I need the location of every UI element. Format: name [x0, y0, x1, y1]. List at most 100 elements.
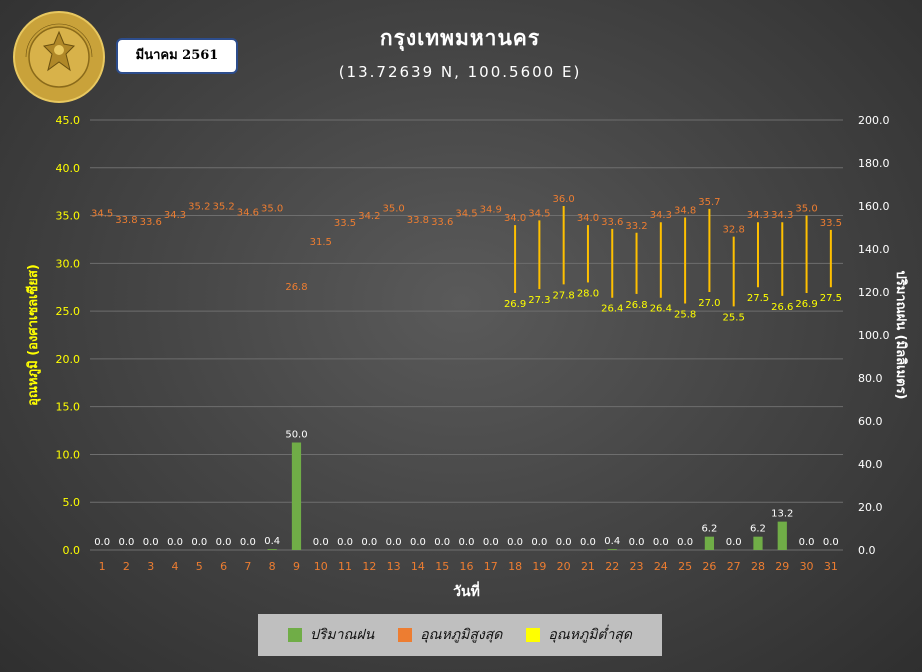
tmax-data-label: 34.3	[747, 210, 769, 221]
y2-tick-label: 200.0	[858, 114, 890, 127]
tmax-data-label: 34.5	[91, 208, 113, 219]
rain-data-label: 0.0	[94, 537, 110, 548]
rain-bar	[753, 536, 763, 550]
x-tick-label: 12	[362, 560, 376, 573]
x-tick-label: 25	[678, 560, 692, 573]
y2-tick-label: 160.0	[858, 200, 890, 213]
x-tick-label: 9	[293, 560, 300, 573]
tmin-data-label: 26.6	[771, 302, 793, 313]
x-tick-label: 18	[508, 560, 522, 573]
tmax-data-label: 35.7	[698, 197, 720, 208]
y2-tick-label: 180.0	[858, 157, 890, 170]
rain-bar	[267, 549, 277, 550]
tmin-data-label: 27.5	[747, 293, 769, 304]
x-tick-label: 23	[630, 560, 644, 573]
x-tick-label: 19	[532, 560, 546, 573]
legend-label-tmax: อุณหภูมิสูงสุด	[420, 627, 503, 643]
y-tick-label: 10.0	[56, 448, 81, 461]
x-tick-label: 10	[314, 560, 328, 573]
tmax-data-label: 33.6	[140, 217, 162, 228]
y-tick-label: 30.0	[56, 257, 81, 270]
rain-data-label: 0.0	[434, 537, 450, 548]
y2-tick-label: 140.0	[858, 243, 890, 256]
rain-data-label: 0.0	[531, 537, 547, 548]
x-tick-label: 29	[775, 560, 789, 573]
tmax-data-label: 35.2	[212, 202, 234, 213]
rain-bar	[704, 536, 715, 550]
tmin-data-label: 27.3	[528, 295, 550, 306]
rain-data-label: 0.0	[167, 537, 183, 548]
x-tick-label: 28	[751, 560, 765, 573]
rain-data-label: 0.0	[459, 537, 475, 548]
y-tick-label: 35.0	[56, 210, 81, 223]
tmax-data-label: 34.3	[650, 210, 672, 221]
tmax-data-label: 36.0	[553, 194, 575, 205]
legend-swatch-tmin	[526, 628, 541, 642]
tmin-data-label: 26.8	[625, 300, 647, 311]
tmax-data-label: 35.0	[261, 204, 283, 215]
x-tick-label: 11	[338, 560, 352, 573]
x-tick-label: 3	[147, 560, 154, 573]
tmax-data-label: 33.6	[601, 217, 623, 228]
rain-data-label: 0.0	[799, 537, 815, 548]
y-tick-label: 20.0	[56, 353, 81, 366]
y2-axis-title: ปริมาณฝน (มิลลิเมตร)	[893, 270, 908, 399]
tmin-data-label: 27.5	[820, 293, 842, 304]
rain-data-label: 0.0	[726, 537, 742, 548]
tmin-data-label: 28.0	[577, 288, 599, 299]
tmax-data-label: 33.8	[115, 215, 137, 226]
rain-data-label: 0.0	[653, 537, 669, 548]
y2-tick-label: 60.0	[858, 415, 883, 428]
tmin-data-label: 25.5	[723, 312, 745, 323]
tmin-data-label: 25.8	[674, 309, 696, 320]
x-tick-label: 24	[654, 560, 668, 573]
tmax-data-label: 33.8	[407, 215, 429, 226]
y-tick-label: 5.0	[63, 496, 81, 509]
x-tick-label: 7	[244, 560, 251, 573]
tmax-data-label: 34.5	[528, 208, 550, 219]
tmax-data-label: 31.5	[310, 237, 332, 248]
y-tick-label: 40.0	[56, 162, 81, 175]
x-tick-label: 22	[605, 560, 619, 573]
tmin-data-label: 26.4	[601, 304, 623, 315]
y-tick-label: 15.0	[56, 401, 81, 414]
legend-item-tmin: อุณหภูมิต่ำสุด	[526, 624, 632, 646]
y-axis-title: อุณหภูมิ (องศาเซลเซียส)	[25, 264, 41, 406]
rain-data-label: 6.2	[750, 524, 766, 535]
month-label: มีนาคม 2561	[116, 38, 238, 74]
y2-tick-label: 40.0	[858, 458, 883, 471]
tmax-data-label: 32.8	[723, 225, 745, 236]
tmin-data-label: 26.4	[650, 304, 672, 315]
x-tick-label: 16	[460, 560, 474, 573]
tmax-data-label: 34.3	[164, 210, 186, 221]
rain-data-label: 0.0	[143, 537, 159, 548]
x-tick-label: 6	[220, 560, 227, 573]
y2-tick-label: 80.0	[858, 372, 883, 385]
legend-swatch-tmax	[398, 628, 413, 642]
x-tick-label: 14	[411, 560, 425, 573]
rain-data-label: 0.0	[191, 537, 207, 548]
tmin-data-label: 27.8	[553, 290, 575, 301]
x-tick-label: 30	[800, 560, 814, 573]
y2-tick-label: 20.0	[858, 501, 883, 514]
rain-bar	[607, 549, 617, 550]
rain-data-label: 0.0	[823, 537, 839, 548]
y2-tick-label: 100.0	[858, 329, 890, 342]
y2-tick-label: 0.0	[858, 544, 876, 557]
x-tick-label: 21	[581, 560, 595, 573]
meteorological-department-logo	[13, 11, 105, 103]
x-tick-label: 20	[557, 560, 571, 573]
x-tick-label: 5	[196, 560, 203, 573]
rain-data-label: 0.0	[410, 537, 426, 548]
rain-data-label: 0.0	[216, 537, 232, 548]
rain-data-label: 0.0	[556, 537, 572, 548]
rain-data-label: 0.0	[386, 537, 402, 548]
tmax-data-label: 34.0	[577, 213, 599, 224]
x-tick-label: 2	[123, 560, 130, 573]
rain-data-label: 0.0	[118, 537, 134, 548]
tmax-data-label: 26.8	[285, 282, 307, 293]
rain-data-label: 0.0	[483, 537, 499, 548]
legend-swatch-rain	[287, 628, 302, 642]
x-tick-label: 8	[269, 560, 276, 573]
